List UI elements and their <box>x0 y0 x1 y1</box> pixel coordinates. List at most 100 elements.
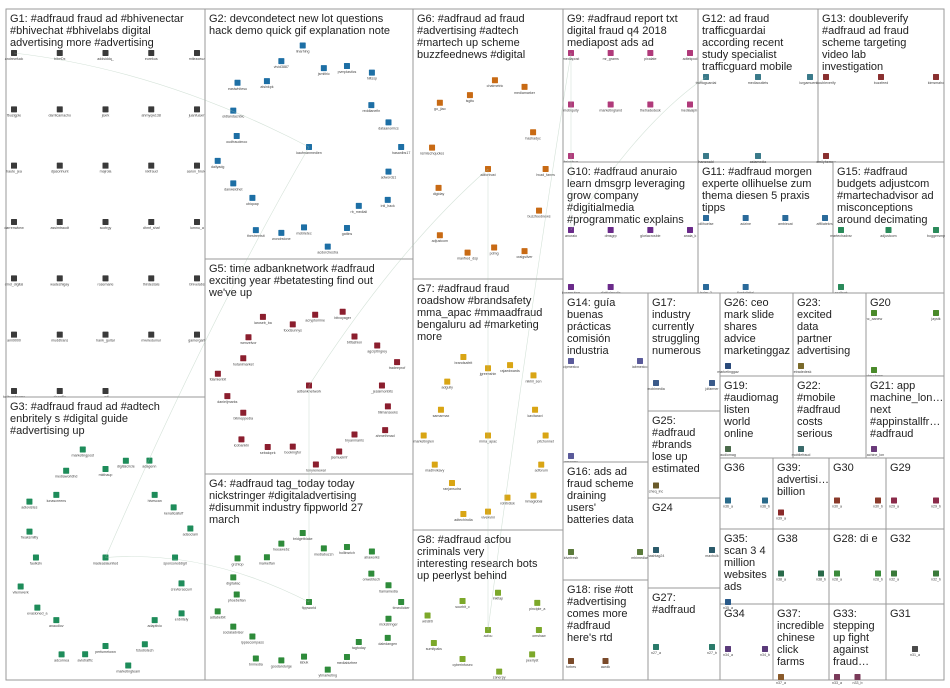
node-hvad-fanes[interactable]: hvad_fanes <box>536 166 555 177</box>
node-gamergarb[interactable]: gamergarb <box>188 331 206 343</box>
node-eurekus[interactable]: eurekus <box>145 50 158 61</box>
node-scotrgy[interactable]: scotrgy <box>100 219 112 230</box>
node-forbes[interactable]: forbes <box>566 658 576 669</box>
node-emilyherney[interactable]: emilyherney <box>816 153 836 164</box>
node-juanfuaxm[interactable]: juanfuaxm <box>188 106 206 117</box>
node-grchtop[interactable]: grchtop <box>232 555 244 566</box>
node-reddlanefin[interactable]: reddlanefin <box>362 102 380 113</box>
node-digiday[interactable]: digiday <box>433 184 445 196</box>
node-ytmarketing[interactable]: ytmarketing <box>318 666 337 678</box>
node-bridgetblake[interactable]: bridgetblake <box>293 530 313 541</box>
node-idvnfresh[interactable]: idvnfresh <box>564 549 579 560</box>
node-jaystk[interactable]: jaystk <box>930 310 941 321</box>
node-marketinglen[interactable]: marketinglen <box>413 432 434 444</box>
node-iabmexico[interactable]: iabmexico <box>632 358 648 369</box>
node-vilemwerk[interactable]: vilemwerk <box>13 583 29 594</box>
node-n30-b[interactable]: n30_b <box>873 497 883 509</box>
node-bryanmarris[interactable]: bryanmarris <box>345 431 364 443</box>
node-mediapost[interactable]: mediapost <box>563 50 580 61</box>
node-mediamarker[interactable]: mediamarker <box>514 83 536 95</box>
node-kavitaravi[interactable]: kavitaravi <box>527 406 543 418</box>
node-nc-aanew[interactable]: nc_aanew <box>866 310 883 321</box>
node-n36-b[interactable]: n36_b <box>760 497 770 509</box>
node-thirdestate[interactable]: thirdestate <box>143 275 160 286</box>
node-boggersmp[interactable]: boggersmp <box>927 227 945 238</box>
node-mediaworldhd[interactable]: mediaworldhd <box>55 467 77 479</box>
node-adjustcom[interactable]: adjustcom <box>880 227 897 238</box>
node-agcrpthigrey[interactable]: agcrpthigrey <box>367 342 387 354</box>
node-gatlins[interactable]: gatlins <box>342 224 353 236</box>
node-andrewfuck[interactable]: andrewfuck <box>5 50 24 61</box>
node-tiamamedia[interactable]: tiamamedia <box>379 582 398 593</box>
node-nikhil-sen[interactable]: nikhil_sen <box>525 372 541 383</box>
node-vivekvini[interactable]: vivekvini <box>481 508 495 520</box>
node-fippworld[interactable]: fippworld <box>302 599 316 610</box>
node-madhvikavy[interactable]: madhvikavy <box>425 461 444 473</box>
node-asiamedia[interactable]: asiamedia <box>750 153 766 164</box>
node-acfou[interactable]: acfou <box>484 627 493 638</box>
node-mkthaup[interactable]: mkthaup <box>99 465 113 477</box>
node-addsiddq-[interactable]: addsiddq_ <box>97 50 115 61</box>
node-laroseb-ba[interactable]: laroseb_ba <box>254 313 272 325</box>
node-hashadyc[interactable]: hashadyc <box>525 129 541 140</box>
node-hotanimarket[interactable]: hotanimarket <box>233 355 254 366</box>
node-kaufmanmedien[interactable]: kaufmanmedien <box>296 144 322 155</box>
node-nixfraud[interactable]: nixfraud <box>145 162 158 174</box>
node-adbanknetwork[interactable]: adbanknetwork <box>297 382 322 394</box>
node-n27-b[interactable]: n27_b <box>707 644 717 655</box>
node-wenzelvor[interactable]: wenzelvor <box>240 334 257 345</box>
node-thetradedesk[interactable]: thetradedesk <box>791 363 812 374</box>
node-manfred-dsp[interactable]: manfred_dsp <box>457 249 478 261</box>
node-omshaw[interactable]: omshaw <box>532 627 546 638</box>
node-peerlyst[interactable]: peerlyst <box>526 651 539 662</box>
node-foodsunnys[interactable]: foodsunnys <box>284 321 303 332</box>
node-ahmyqw138[interactable]: ahmyqw138 <box>142 106 161 117</box>
node-pitchonnet[interactable]: pitchonnet <box>537 432 554 444</box>
node-n34-a[interactable]: n34_a <box>723 646 733 657</box>
node-dhmf-shaf[interactable]: dhmf_shaf <box>143 219 160 230</box>
node-mwiredumur[interactable]: mwiredumur <box>141 331 162 343</box>
node-heeawebz[interactable]: heeawebz <box>273 540 290 552</box>
node-mtlezoeua[interactable]: mtlezoeua <box>189 50 206 61</box>
node-n29-a[interactable]: n29_a <box>889 497 899 509</box>
node-rb-mediali[interactable]: rb_mediali <box>351 202 368 214</box>
node-intl-hack[interactable]: intl_hack <box>381 196 395 208</box>
node-chatmetric[interactable]: chatmetric <box>487 77 504 88</box>
node-jgreenshin[interactable]: jgreenshin <box>479 365 497 376</box>
node-adaptivio[interactable]: adaptivio <box>147 617 162 628</box>
node-marketingteam[interactable]: marketingteam <box>116 662 140 674</box>
node-lunascreens[interactable]: lunascreens <box>47 491 67 503</box>
node-phoebeflan[interactable]: phoebeflan <box>228 591 246 603</box>
node-bnmedia[interactable]: bnmedia <box>249 655 263 666</box>
node-mobiletec[interactable]: mobiletec <box>296 224 312 235</box>
node-doubleverify[interactable]: doubleverify <box>816 74 836 85</box>
node-n38-a[interactable]: n38_a <box>776 570 786 582</box>
node-assimtraudt[interactable]: assimtraudt <box>50 219 69 230</box>
node-adiovistes[interactable]: adiovistes <box>21 498 38 510</box>
node-mobilefraud[interactable]: mobilefraud <box>792 446 811 457</box>
node-adtechindia[interactable]: adtechindia <box>454 510 473 522</box>
node-dailyadg[interactable]: dailyadg <box>211 157 224 169</box>
node-n33-b[interactable]: n33_b <box>853 674 863 685</box>
node-mmaglobal[interactable]: mmaglobal <box>525 492 543 504</box>
node-enbritely[interactable]: enbritely <box>175 610 189 621</box>
node-hiltssp[interactable]: hiltssp <box>367 69 377 81</box>
node-fdamienbit[interactable]: fdamienbit <box>210 370 227 382</box>
node-acdorchestra[interactable]: acdorchestra <box>317 243 338 255</box>
node-n32-b[interactable]: n32_b <box>931 570 941 582</box>
node-iabuk[interactable]: iabuk <box>300 653 309 665</box>
node-marketingland[interactable]: marketingland <box>599 101 622 113</box>
node-cheq-inc[interactable]: cheq_inc <box>649 482 664 494</box>
node-mediaalpha[interactable]: mediaalpha <box>681 101 700 113</box>
node-bookingfor[interactable]: bookingfor <box>284 443 302 455</box>
node-n31-a[interactable]: n31_a <box>910 646 920 657</box>
node-marketinggaz[interactable]: marketinggaz <box>717 363 739 374</box>
node-danieljmarks[interactable]: danieljmarks <box>217 393 238 404</box>
node-goodandurge[interactable]: goodandurge <box>271 657 292 668</box>
node-timeclicker[interactable]: timeclicker <box>393 599 411 610</box>
node-muddtrans[interactable]: muddtrans <box>51 331 68 343</box>
node-bhivelabs[interactable]: bhivelabs <box>189 275 205 286</box>
node-mediabizfree[interactable]: mediabizfree <box>337 653 358 665</box>
node-adfortrust[interactable]: adfortrust <box>480 166 496 177</box>
node-marketingpost[interactable]: marketingpost <box>71 446 94 457</box>
